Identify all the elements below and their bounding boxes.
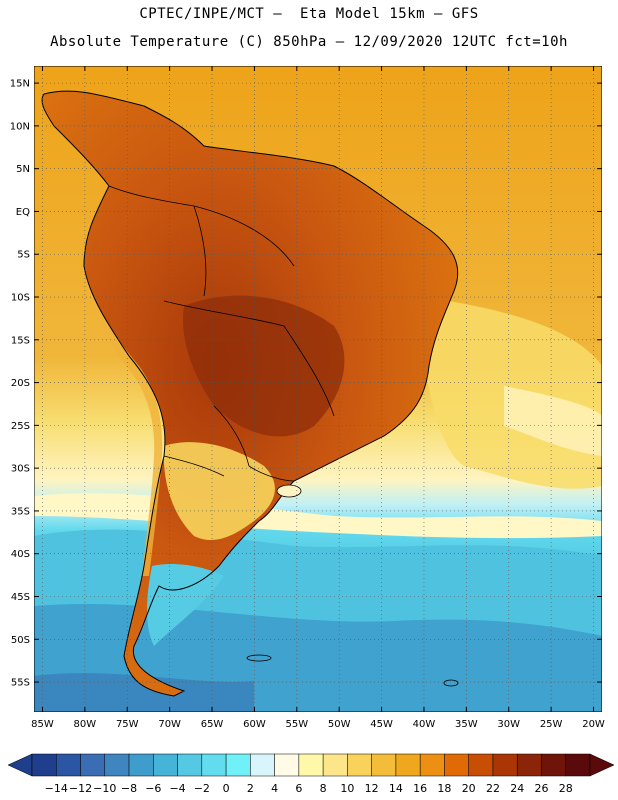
lon-label: 40W — [413, 719, 436, 730]
lon-label: 60W — [243, 719, 266, 730]
colorbar-segment — [541, 753, 566, 777]
lat-label: 25S — [11, 421, 30, 432]
lon-label: 45W — [370, 719, 393, 730]
colorbar-segment — [565, 753, 591, 777]
colorbar-segment — [128, 753, 154, 777]
title-line-2: Absolute Temperature (C) 850hPa – 12/09/… — [50, 34, 568, 50]
colorbar-label: 22 — [486, 782, 500, 795]
colorbar-segment — [395, 753, 421, 777]
colorbar-segment — [104, 753, 130, 777]
colorbar-arrow-high — [589, 753, 615, 777]
lon-label: 80W — [74, 719, 97, 730]
colorbar-segment — [298, 753, 324, 777]
lat-label: 50S — [11, 635, 30, 646]
colorbar-label: 14 — [389, 782, 403, 795]
temperature-map — [34, 66, 602, 712]
colorbar-segment — [468, 753, 494, 777]
lon-label: 75W — [116, 719, 139, 730]
colorbar-segment — [225, 753, 251, 777]
lat-label: 10S — [11, 293, 30, 304]
colorbar-label: 18 — [437, 782, 451, 795]
lat-label: 10N — [10, 121, 30, 132]
colorbar: −14 −12 −10 −8 −6 −4 −2 0 2 4 6 8 10 12 14 16 18 20 22 24 26… — [7, 753, 615, 795]
colorbar-label: 0 — [223, 782, 230, 795]
lat-label: 5N — [16, 164, 30, 175]
colorbar-label: −8 — [121, 782, 137, 795]
colorbar-segment — [80, 753, 106, 777]
colorbar-label: −12 — [69, 782, 92, 795]
colorbar-label: 6 — [295, 782, 302, 795]
colorbar-segment — [371, 753, 397, 777]
colorbar-label: −4 — [169, 782, 185, 795]
colorbar-segment — [201, 753, 227, 777]
lon-label: 50W — [328, 719, 351, 730]
lon-label: 70W — [158, 719, 181, 730]
colorbar-label: 10 — [340, 782, 354, 795]
colorbar-segment — [274, 753, 300, 777]
lon-label: 85W — [31, 719, 54, 730]
lat-label: 15S — [11, 335, 30, 346]
lat-label: 35S — [11, 506, 30, 517]
title-line-1: CPTEC/INPE/MCT – Eta Model 15km – GFS — [139, 6, 479, 22]
lat-label: 40S — [11, 549, 30, 560]
colorbar-segment — [153, 753, 178, 777]
colorbar-segment — [419, 753, 445, 777]
lat-label: EQ — [16, 207, 30, 218]
colorbar-label: 16 — [413, 782, 427, 795]
colorbar-segment — [347, 753, 372, 777]
lat-label: 15N — [10, 79, 30, 90]
colorbar-label: 12 — [365, 782, 379, 795]
colorbar-arrow-low — [7, 753, 33, 777]
colorbar-label: −10 — [93, 782, 116, 795]
colorbar-label: 24 — [510, 782, 524, 795]
colorbar-segment — [177, 753, 203, 777]
lon-label: 25W — [540, 719, 563, 730]
lat-label: 5S — [17, 250, 30, 261]
colorbar-segment — [322, 753, 348, 777]
lon-label: 35W — [455, 719, 478, 730]
lon-label: 55W — [285, 719, 308, 730]
colorbar-segment — [492, 753, 518, 777]
colorbar-segment — [31, 753, 57, 777]
colorbar-label: 4 — [271, 782, 278, 795]
colorbar-label: 20 — [462, 782, 476, 795]
colorbar-label: 2 — [247, 782, 254, 795]
colorbar-label: −14 — [45, 782, 68, 795]
lon-label: 20W — [582, 719, 605, 730]
lat-label: 30S — [11, 464, 30, 475]
colorbar-label: 26 — [534, 782, 548, 795]
lon-label: 65W — [201, 719, 224, 730]
lat-label: 20S — [11, 378, 30, 389]
colorbar-segment — [56, 753, 81, 777]
colorbar-label: −6 — [145, 782, 161, 795]
lat-label: 45S — [11, 592, 30, 603]
colorbar-segment — [250, 753, 275, 777]
colorbar-label: 28 — [559, 782, 573, 795]
colorbar-label: 8 — [320, 782, 327, 795]
colorbar-segment — [444, 753, 469, 777]
lon-label: 30W — [497, 719, 520, 730]
lat-label: 55S — [11, 678, 30, 689]
colorbar-segment — [516, 753, 542, 777]
colorbar-label: −2 — [194, 782, 210, 795]
